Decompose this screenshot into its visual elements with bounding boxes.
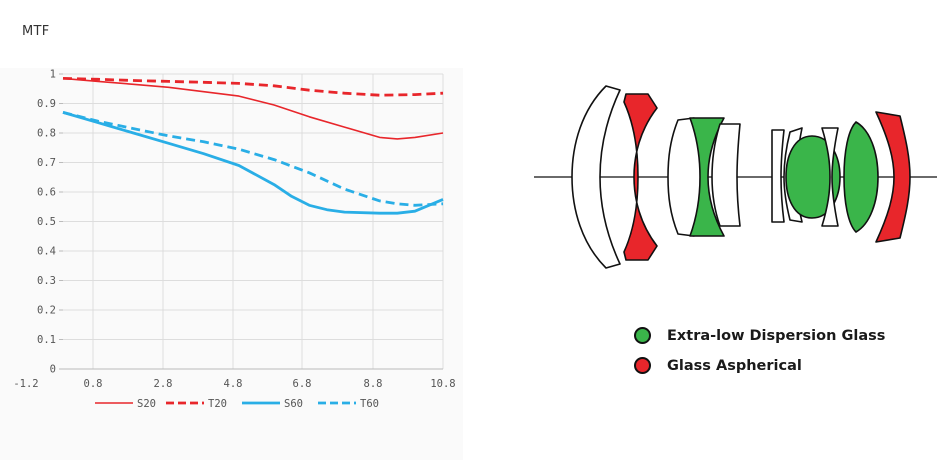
chart-grid xyxy=(59,73,444,370)
series-line-t20 xyxy=(62,77,444,97)
x-tick-label: 2.8 xyxy=(154,378,173,390)
y-tick-label: 0.4 xyxy=(37,246,56,258)
x-tick-label: -1.2 xyxy=(13,378,38,390)
chart-legend: S20 T20 S60 T60 xyxy=(95,398,379,410)
lens-element-4-ed xyxy=(689,117,725,237)
y-tick-label: 0 xyxy=(50,364,56,376)
x-axis-ticks: -1.2 0.8 2.8 4.8 6.8 8.8 10.8 xyxy=(13,378,455,390)
ed-glass-label: Extra-low Dispersion Glass xyxy=(667,327,886,344)
lens-element-10-ed xyxy=(843,121,879,233)
x-tick-label: 8.8 xyxy=(364,378,383,390)
y-tick-label: 0.1 xyxy=(37,334,56,346)
page-title: MTF xyxy=(22,24,50,39)
x-tick-label: 0.8 xyxy=(84,378,103,390)
y-tick-label: 0.5 xyxy=(37,216,56,228)
x-tick-label: 4.8 xyxy=(224,378,243,390)
y-axis-ticks: 0 0.1 0.2 0.3 0.4 0.5 0.6 0.7 0.8 0.9 1 xyxy=(37,69,56,376)
aspherical-swatch-icon xyxy=(634,357,651,374)
series-line-t60 xyxy=(62,111,444,207)
lens-element-8-ed xyxy=(785,135,841,219)
aspherical-label: Glass Aspherical xyxy=(667,357,802,374)
y-tick-label: 0.8 xyxy=(37,128,56,140)
series-line-s20 xyxy=(62,77,444,140)
series-line-s60 xyxy=(62,111,444,215)
lens-element-11-aspherical xyxy=(875,111,911,243)
legend-aspherical: Glass Aspherical xyxy=(634,357,802,374)
lens-element-2-aspherical xyxy=(623,93,658,261)
ed-glass-swatch-icon xyxy=(634,327,651,344)
chart-series-lines xyxy=(62,77,444,215)
legend-label-s60: S60 xyxy=(284,398,303,410)
x-tick-label: 6.8 xyxy=(293,378,312,390)
x-tick-label: 10.8 xyxy=(430,378,455,390)
lens-element-6 xyxy=(771,129,785,223)
y-tick-label: 0.7 xyxy=(37,157,56,169)
legend-label-s20: S20 xyxy=(137,398,156,410)
y-tick-label: 0.3 xyxy=(37,275,56,287)
y-tick-label: 0.6 xyxy=(37,187,56,199)
lens-element-5 xyxy=(711,123,741,227)
legend-label-t60: T60 xyxy=(360,398,379,410)
legend-label-t20: T20 xyxy=(208,398,227,410)
y-tick-label: 0.2 xyxy=(37,305,56,317)
lens-element-1 xyxy=(571,85,621,269)
lens-element-9 xyxy=(821,127,839,227)
legend-ed-glass: Extra-low Dispersion Glass xyxy=(634,327,885,344)
mtf-chart: 0 0.1 0.2 0.3 0.4 0.5 0.6 0.7 0.8 0.9 1 -1.2 0.8 2.8… xyxy=(0,68,463,460)
y-tick-label: 1 xyxy=(50,69,56,81)
y-tick-label: 0.9 xyxy=(37,98,56,110)
